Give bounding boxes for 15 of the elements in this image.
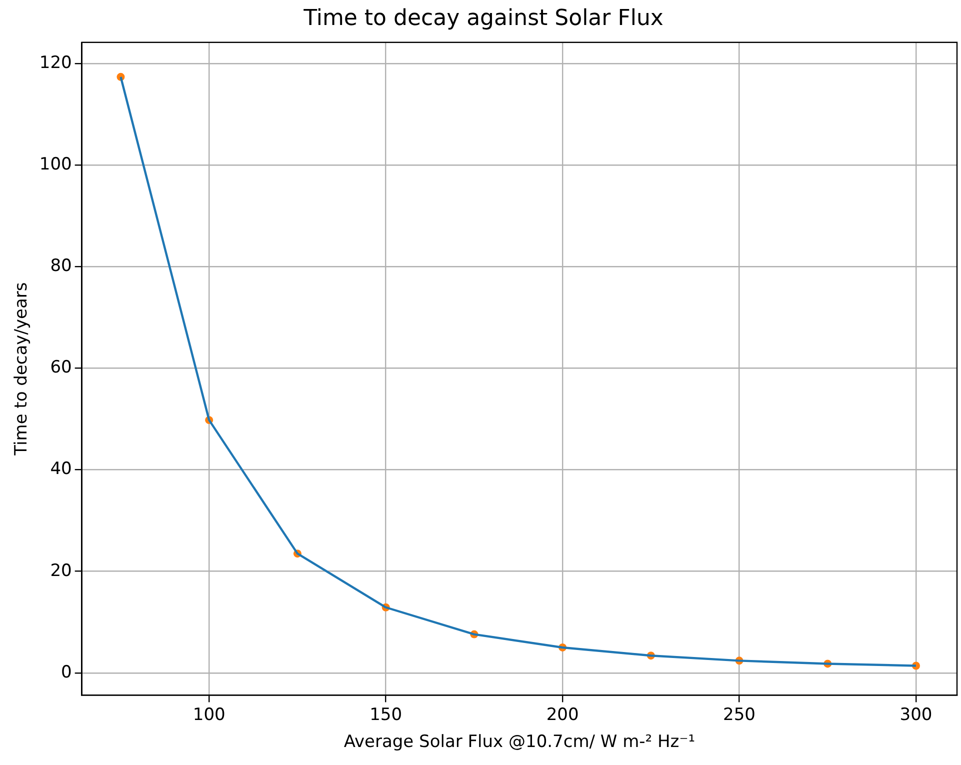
x-axis-title: Average Solar Flux @10.7cm/ W m-² Hz⁻¹ — [344, 732, 696, 752]
chart-title: Time to decay against Solar Flux — [302, 6, 664, 31]
y-tick-label: 60 — [50, 358, 72, 378]
y-tick-label: 0 — [61, 662, 72, 682]
y-tick-label: 100 — [39, 154, 72, 175]
x-tick-label: 200 — [546, 704, 579, 725]
x-tick-label: 250 — [723, 704, 756, 725]
y-tick-label: 120 — [39, 53, 72, 74]
x-tick-label: 100 — [192, 704, 226, 725]
y-tick-label: 20 — [50, 560, 72, 581]
y-axis-title: Time to decay/years — [12, 282, 32, 456]
x-tick-label: 150 — [370, 704, 402, 725]
y-tick-label: 80 — [50, 256, 72, 276]
x-tick-label: 300 — [900, 704, 932, 725]
y-tick-label: 40 — [50, 459, 72, 480]
